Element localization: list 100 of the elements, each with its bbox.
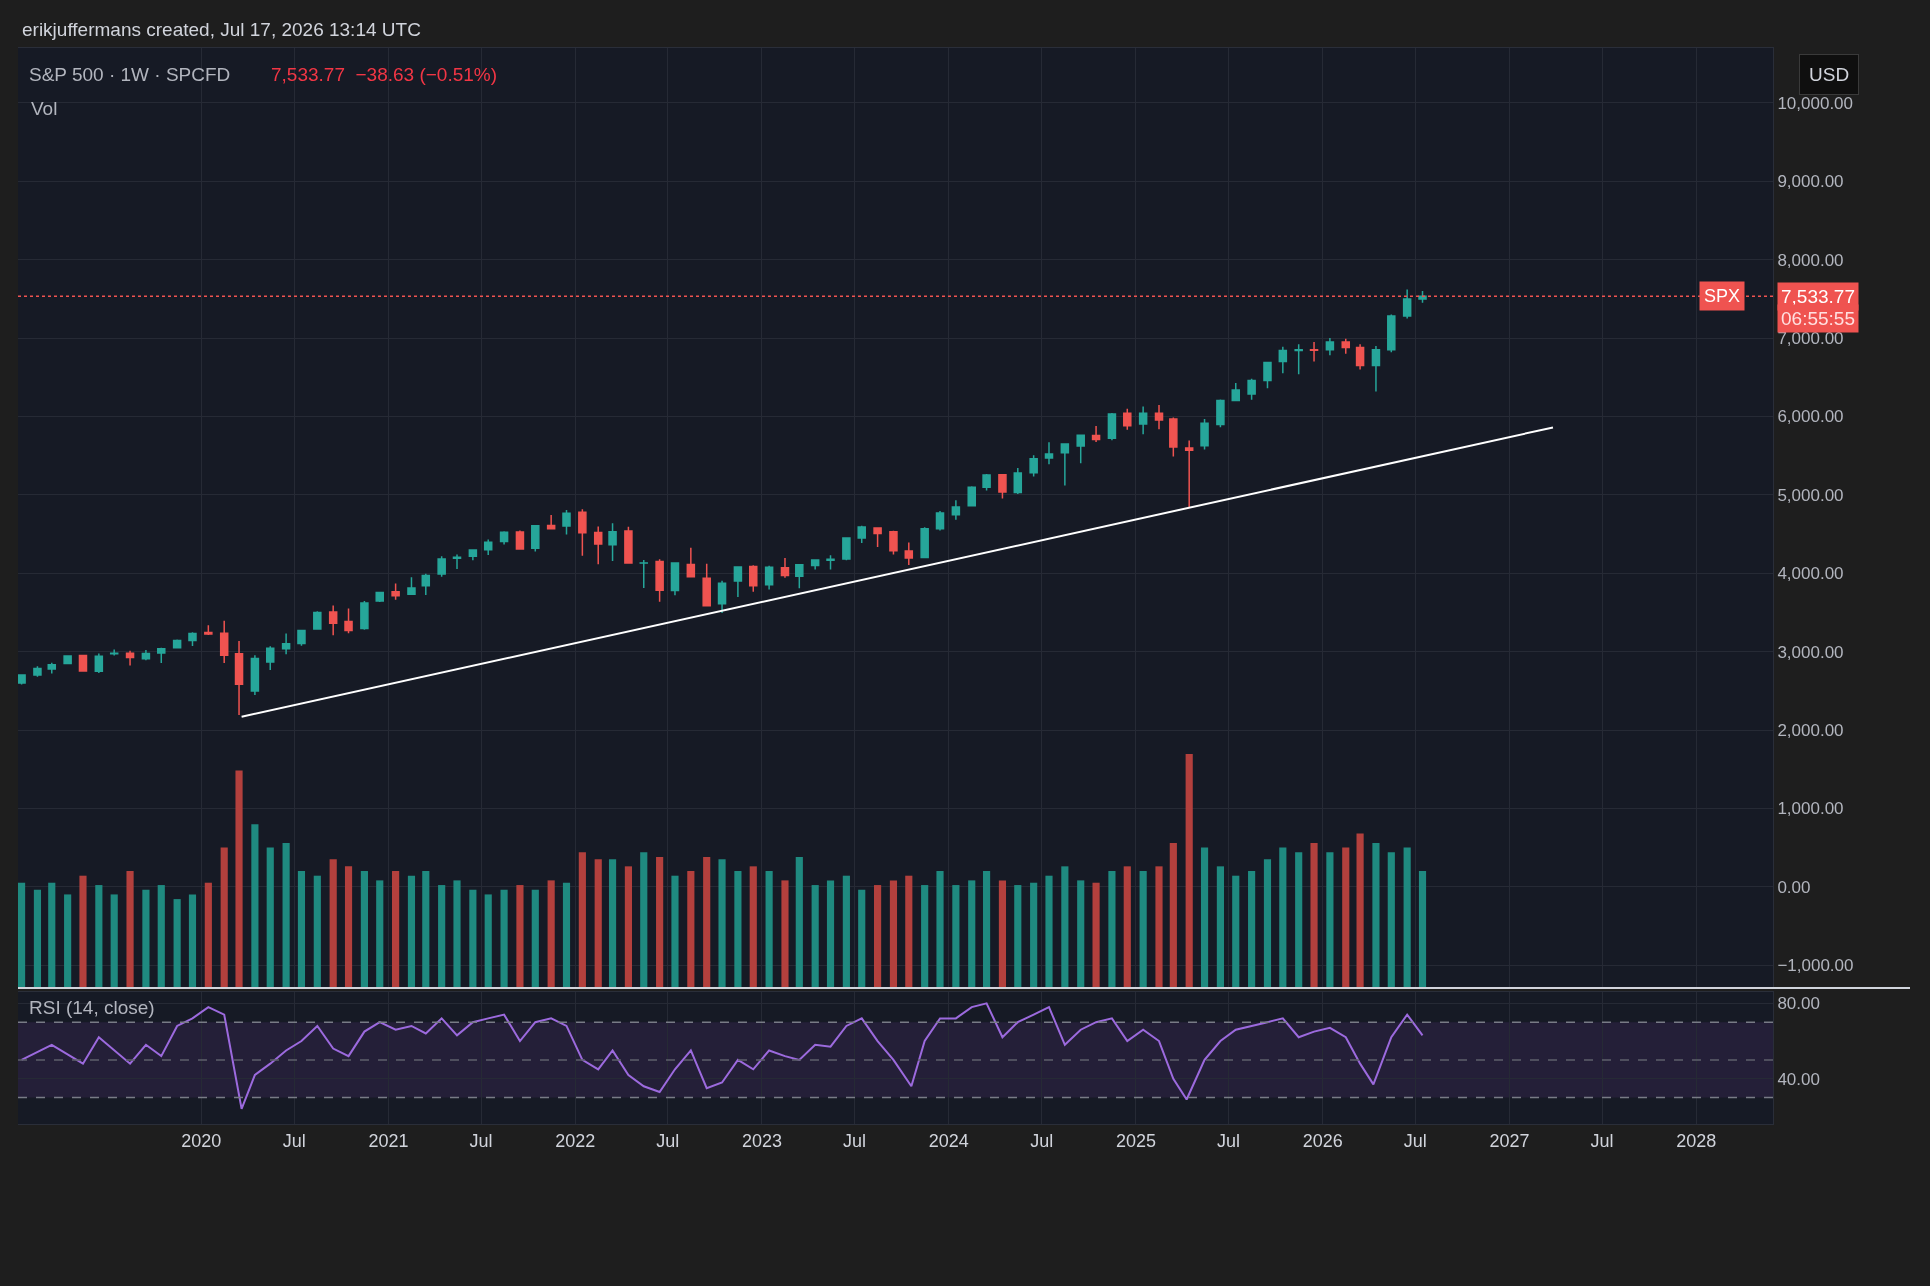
x-tick-label: 2022 [555,1130,596,1151]
x-tick-label: Jul [469,1130,493,1151]
bar [188,894,197,988]
candlestick [94,652,104,674]
candlestick [593,525,603,566]
x-tick-label: 2023 [741,1130,782,1151]
candlestick [982,473,991,492]
y-tick-label: 7,000.00 [1777,329,1844,349]
bar [547,880,555,988]
bar [220,847,228,988]
candlestick [1325,337,1335,357]
bar [1092,882,1100,988]
candlestick [749,564,758,593]
candlestick [1184,439,1194,509]
candlestick [1060,443,1070,487]
candlestick [1355,343,1365,371]
candlestick [18,673,26,686]
x-tick-label: 2025 [1115,1130,1156,1151]
candlestick [297,628,306,647]
bar [952,885,960,988]
x-tick-label: Jul [1403,1130,1427,1151]
bar [936,871,944,988]
bar [1014,885,1022,988]
bar [998,880,1007,988]
bar [734,871,742,988]
candlestick [1123,407,1132,431]
bar [687,871,695,988]
candlestick [407,576,416,596]
candlestick [483,538,493,556]
bar [360,871,368,988]
bar [79,875,87,988]
candlestick [265,645,275,671]
bar [703,856,711,988]
candlestick [546,514,556,531]
candlestick [250,654,260,696]
candlestick [1013,467,1023,495]
bar [1372,842,1380,988]
candlestick [468,548,478,562]
candlestick [920,526,929,559]
x-tick-label: 2024 [928,1130,969,1151]
candlestick [344,607,353,635]
y-tick-label: 8,000.00 [1777,250,1844,270]
bar [1387,852,1395,988]
chart-title: RSI (14, close) [29,997,155,1018]
candlestick [499,530,509,546]
candlestick [47,661,57,675]
bar [469,889,477,988]
candlestick [810,559,820,571]
candlestick [313,610,322,631]
bar [749,866,757,988]
bar [266,847,274,988]
candlestick [795,563,804,589]
bar [1326,852,1334,988]
bar [578,852,586,988]
candlestick [1200,418,1209,451]
bar [562,882,571,988]
candlestick [889,530,898,556]
candlestick [188,631,197,647]
candlestick [1309,341,1319,363]
x-tick-label: 2028 [1676,1130,1717,1151]
candlestick [1387,313,1396,353]
y-tick-label: 0.00 [1777,877,1811,897]
x-tick-label: Jul [656,1130,680,1151]
text: 7,533.77 [1781,286,1855,307]
candlestick [1247,378,1256,401]
candlestick [1169,416,1178,458]
text: 06:55:55 [1781,308,1855,329]
candlestick [1076,433,1085,465]
bar [1418,871,1427,988]
candlestick [951,499,961,521]
candlestick [608,522,617,562]
bar [640,852,648,988]
x-tick-label: Jul [1590,1130,1614,1151]
candlestick [204,624,213,636]
candlestick [328,604,338,637]
bar [1216,866,1224,988]
candlestick [515,529,525,551]
bar [1295,852,1303,988]
bar [718,859,726,988]
bar [110,894,118,988]
candlestick [157,647,166,664]
x-tick-label: Jul [843,1130,867,1151]
x-tick-label: 2026 [1302,1130,1343,1151]
bar [1139,871,1147,988]
text: USD [1809,64,1850,85]
y-tick-label: 80.00 [1777,994,1820,1014]
candlestick [1294,343,1303,375]
text: erikjuffermans created, Jul 17, 2026 13:14 UTC [22,19,421,40]
candlestick [1418,290,1427,304]
candlestick [764,565,774,591]
candlestick [578,508,587,557]
candlestick [1341,338,1351,355]
bar [982,871,991,988]
bar [889,880,898,988]
candlestick [281,632,291,656]
candlestick [857,524,866,544]
bar [376,880,384,988]
candlestick [437,555,446,578]
candlestick [219,620,229,664]
y-tick-label: 4,000.00 [1777,564,1844,584]
